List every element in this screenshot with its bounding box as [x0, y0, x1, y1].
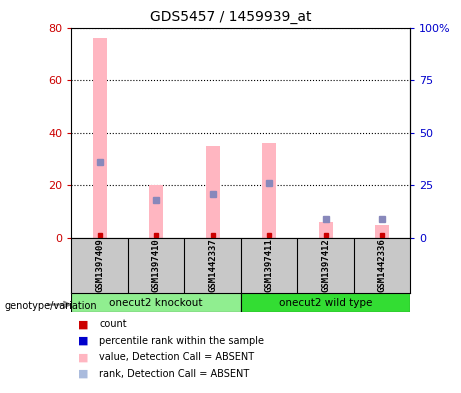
Bar	[241, 293, 410, 312]
Text: rank, Detection Call = ABSENT: rank, Detection Call = ABSENT	[99, 369, 249, 379]
Text: ■: ■	[78, 369, 89, 379]
Text: onecut2 knockout: onecut2 knockout	[109, 298, 203, 308]
Text: GSM1442336: GSM1442336	[378, 239, 387, 292]
Text: ■: ■	[78, 336, 89, 346]
Bar	[375, 225, 389, 238]
Bar	[149, 185, 163, 238]
Bar	[93, 38, 107, 238]
Text: GSM1442337: GSM1442337	[208, 239, 217, 292]
Bar	[71, 293, 241, 312]
Text: onecut2 wild type: onecut2 wild type	[279, 298, 372, 308]
Text: ■: ■	[78, 319, 89, 329]
Text: percentile rank within the sample: percentile rank within the sample	[99, 336, 264, 346]
Text: GSM1397409: GSM1397409	[95, 239, 104, 292]
Text: GSM1397410: GSM1397410	[152, 239, 161, 292]
Bar	[262, 143, 276, 238]
Text: GSM1397411: GSM1397411	[265, 239, 274, 292]
Bar	[319, 222, 333, 238]
Text: ■: ■	[78, 352, 89, 362]
Bar	[206, 146, 220, 238]
Text: GSM1397412: GSM1397412	[321, 239, 330, 292]
Text: genotype/variation: genotype/variation	[5, 301, 97, 311]
Text: GDS5457 / 1459939_at: GDS5457 / 1459939_at	[150, 10, 311, 24]
Text: count: count	[99, 319, 127, 329]
Text: value, Detection Call = ABSENT: value, Detection Call = ABSENT	[99, 352, 254, 362]
